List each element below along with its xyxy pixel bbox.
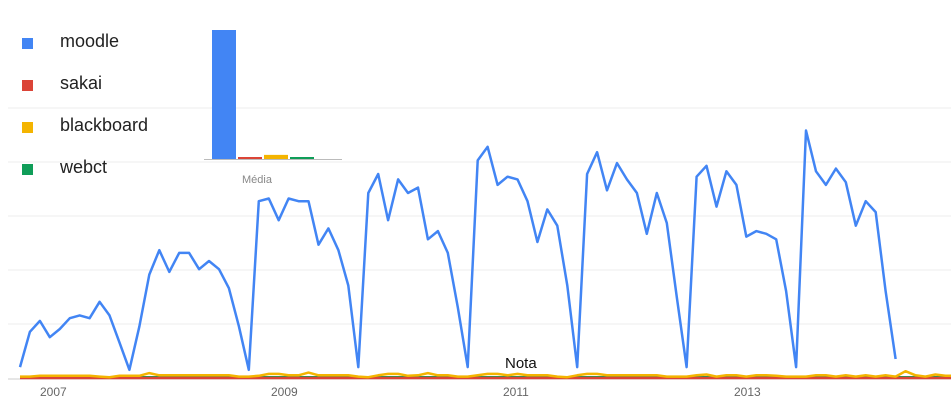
average-bar-chart: [204, 30, 342, 160]
average-bar-blackboard: [264, 154, 288, 159]
x-tick-label: 2013: [734, 385, 761, 399]
legend-swatch: [22, 80, 33, 91]
legend-swatch: [22, 122, 33, 133]
note-annotation[interactable]: Nota: [505, 355, 537, 372]
x-tick-label: 2007: [40, 385, 67, 399]
series-line-blackboard: [20, 369, 951, 379]
legend-swatch: [22, 164, 33, 175]
x-tick-label: 2009: [271, 385, 298, 399]
legend-label: moodle: [60, 31, 120, 51]
legend-label: sakai: [60, 73, 103, 93]
series-lines: [18, 129, 951, 380]
average-bar-moodle: [212, 30, 236, 159]
average-bar-sakai: [238, 157, 262, 159]
x-tick-label: 2011: [503, 385, 529, 399]
average-chart-label: Média: [242, 174, 272, 186]
legend-label: webct: [60, 157, 108, 177]
series-line-moodle: [18, 129, 897, 372]
average-bar-webct: [290, 157, 314, 159]
legend-swatch: [22, 38, 33, 49]
legend-label: blackboard: [60, 115, 149, 135]
